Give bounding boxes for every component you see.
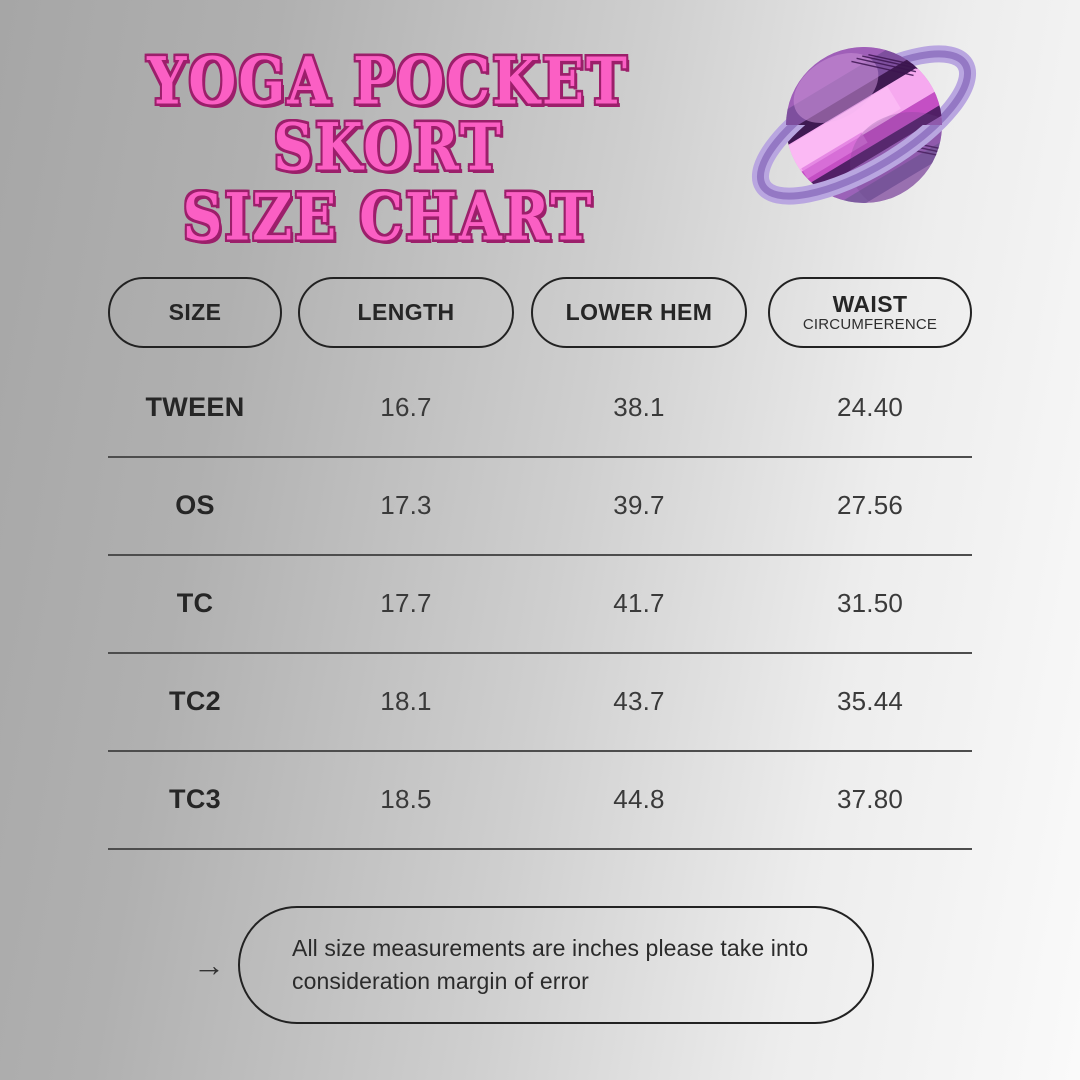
cell-waist: 31.50 (768, 554, 972, 652)
size-label: TC (176, 587, 214, 618)
arrow-right-icon: → (193, 947, 225, 983)
row-divider (108, 554, 972, 556)
lower-hem-value: 41.7 (613, 587, 665, 618)
title-line-1: YOGA POCKET SKORT (146, 42, 629, 185)
column-header-lower-hem: LOWER HEM (531, 277, 747, 348)
column-header-size: SIZE (108, 277, 282, 348)
size-label: TC2 (169, 685, 221, 716)
column-header-length-label: LENGTH (357, 299, 455, 326)
size-label: TWEEN (145, 391, 245, 422)
cell-waist: 37.80 (768, 750, 972, 848)
column-header-waist-label: WAIST (832, 291, 908, 318)
column-header-lower-hem-label: LOWER HEM (565, 299, 713, 326)
cell-length: 17.7 (298, 554, 514, 652)
cell-length: 18.1 (298, 652, 514, 750)
column-header-waist: WAIST CIRCUMFERENCE (768, 277, 972, 348)
column-header-waist-sublabel: CIRCUMFERENCE (802, 316, 938, 334)
table-row: TC2 18.1 43.7 35.44 (108, 652, 972, 750)
cell-lower-hem: 43.7 (531, 652, 747, 750)
table-header-row: SIZE LENGTH LOWER HEM WAIST CIRCUMFERENC… (108, 277, 972, 348)
row-divider (108, 652, 972, 654)
cell-lower-hem: 44.8 (531, 750, 747, 848)
lower-hem-value: 44.8 (613, 783, 665, 814)
row-divider (108, 848, 972, 850)
cell-length: 17.3 (298, 456, 514, 554)
row-divider (108, 456, 972, 458)
footnote-box: All size measurements are inches please … (238, 906, 874, 1024)
title-line-2: SIZE CHART (181, 178, 594, 255)
waist-value: 27.56 (836, 489, 904, 520)
length-value: 17.3 (380, 489, 432, 520)
cell-lower-hem: 38.1 (531, 358, 747, 456)
footnote-text: All size measurements are inches please … (292, 934, 809, 994)
table-row: TWEEN 16.7 38.1 24.40 (108, 358, 972, 456)
waist-value: 37.80 (836, 783, 904, 814)
length-value: 16.7 (380, 391, 432, 422)
saturn-planet-icon (736, 12, 988, 238)
cell-lower-hem: 39.7 (531, 456, 747, 554)
cell-lower-hem: 41.7 (531, 554, 747, 652)
lower-hem-value: 38.1 (613, 391, 665, 422)
cell-waist: 24.40 (768, 358, 972, 456)
cell-waist: 35.44 (768, 652, 972, 750)
waist-value: 31.50 (836, 587, 904, 618)
size-label: OS (175, 489, 215, 520)
length-value: 17.7 (380, 587, 432, 618)
cell-length: 18.5 (298, 750, 514, 848)
page-title: YOGA POCKET SKORT SIZE CHART (88, 42, 688, 252)
size-label: TC3 (169, 783, 221, 814)
cell-length: 16.7 (298, 358, 514, 456)
lower-hem-value: 39.7 (613, 489, 665, 520)
cell-size: TC (108, 554, 282, 652)
length-value: 18.1 (380, 685, 432, 716)
length-value: 18.5 (380, 783, 432, 814)
waist-value: 24.40 (836, 391, 904, 422)
cell-size: TC3 (108, 750, 282, 848)
table-row: TC 17.7 41.7 31.50 (108, 554, 972, 652)
table-body: TWEEN 16.7 38.1 24.40 OS 17.3 39.7 27.56… (108, 358, 972, 850)
lower-hem-value: 43.7 (613, 685, 665, 716)
cell-size: TWEEN (108, 358, 282, 456)
cell-size: TC2 (108, 652, 282, 750)
footnote: → All size measurements are inches pleas… (180, 900, 880, 1030)
cell-waist: 27.56 (768, 456, 972, 554)
waist-value: 35.44 (836, 685, 904, 716)
column-header-length: LENGTH (298, 277, 514, 348)
column-header-size-label: SIZE (168, 299, 222, 326)
row-divider (108, 750, 972, 752)
table-row: TC3 18.5 44.8 37.80 (108, 750, 972, 848)
cell-size: OS (108, 456, 282, 554)
table-row: OS 17.3 39.7 27.56 (108, 456, 972, 554)
